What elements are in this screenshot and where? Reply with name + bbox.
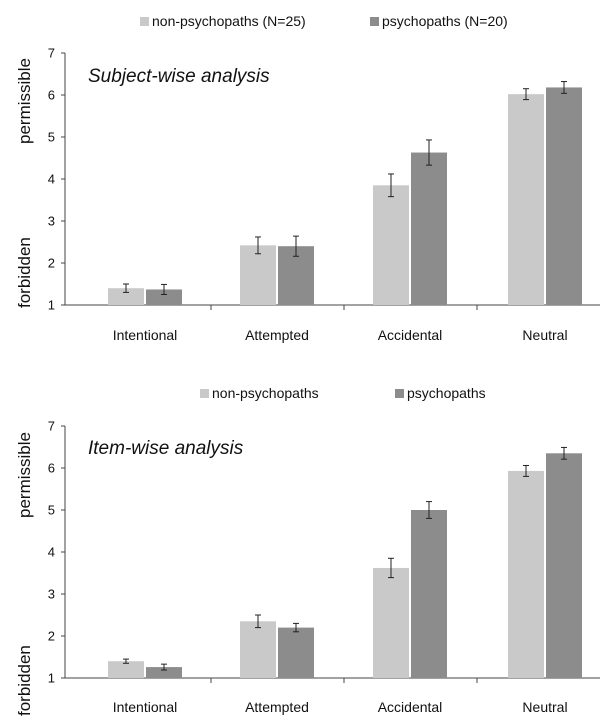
category-label: Intentional <box>113 699 178 715</box>
y-tick-label: 3 <box>48 214 55 229</box>
bar <box>546 87 582 305</box>
y-tick-label: 5 <box>48 503 55 518</box>
y-tick-label: 7 <box>48 419 55 434</box>
y-tick-label: 2 <box>48 629 55 644</box>
bar <box>373 567 409 678</box>
bar <box>373 185 409 305</box>
bar <box>146 289 182 305</box>
category-label: Attempted <box>245 327 309 343</box>
bar <box>240 621 276 678</box>
category-label: Accidental <box>378 699 443 715</box>
y-tick-label: 6 <box>48 461 55 476</box>
panel-title: Item-wise analysis <box>88 438 244 459</box>
legend-swatch <box>370 17 379 26</box>
ylabel-permissible: permissible <box>15 432 34 518</box>
legend-entry: psychopaths <box>407 385 486 401</box>
y-tick-label: 1 <box>48 671 55 686</box>
ylabel-permissible: permissible <box>15 58 34 144</box>
category-label: Neutral <box>522 699 567 715</box>
y-tick-label: 6 <box>48 88 55 103</box>
y-tick-label: 4 <box>48 545 55 560</box>
bar <box>108 288 144 305</box>
legend-entry: psychopaths (N=20) <box>382 13 508 29</box>
panel-title: Subject-wise analysis <box>88 66 270 87</box>
category-label: Accidental <box>378 327 443 343</box>
bar <box>508 94 544 305</box>
legend-entry: non-psychopaths (N=25) <box>152 13 306 29</box>
bar <box>508 470 544 678</box>
bar <box>411 510 447 678</box>
legend-swatch <box>140 17 149 26</box>
bar <box>278 627 314 678</box>
chart-panel-1: permissible forbidden non-psychopaths (N=2… <box>15 13 600 343</box>
ylabel-forbidden: forbidden <box>15 237 34 308</box>
ylabel-forbidden: forbidden <box>15 645 34 716</box>
bar <box>108 661 144 678</box>
y-tick-label: 4 <box>48 172 55 187</box>
legend-swatch <box>395 389 404 398</box>
y-tick-label: 7 <box>48 46 55 61</box>
bar <box>146 667 182 678</box>
y-tick-label: 1 <box>48 298 55 313</box>
y-tick-label: 2 <box>48 256 55 271</box>
legend-entry: non-psychopaths <box>212 385 319 401</box>
chart-panel-2: permissible forbidden non-psychopaths psych… <box>15 385 600 716</box>
y-tick-label: 3 <box>48 587 55 602</box>
legend-swatch <box>200 389 209 398</box>
bar <box>546 453 582 678</box>
category-label: Intentional <box>113 327 178 343</box>
y-tick-label: 5 <box>48 130 55 145</box>
bar <box>411 152 447 305</box>
bar <box>240 245 276 305</box>
category-label: Neutral <box>522 327 567 343</box>
category-label: Attempted <box>245 699 309 715</box>
